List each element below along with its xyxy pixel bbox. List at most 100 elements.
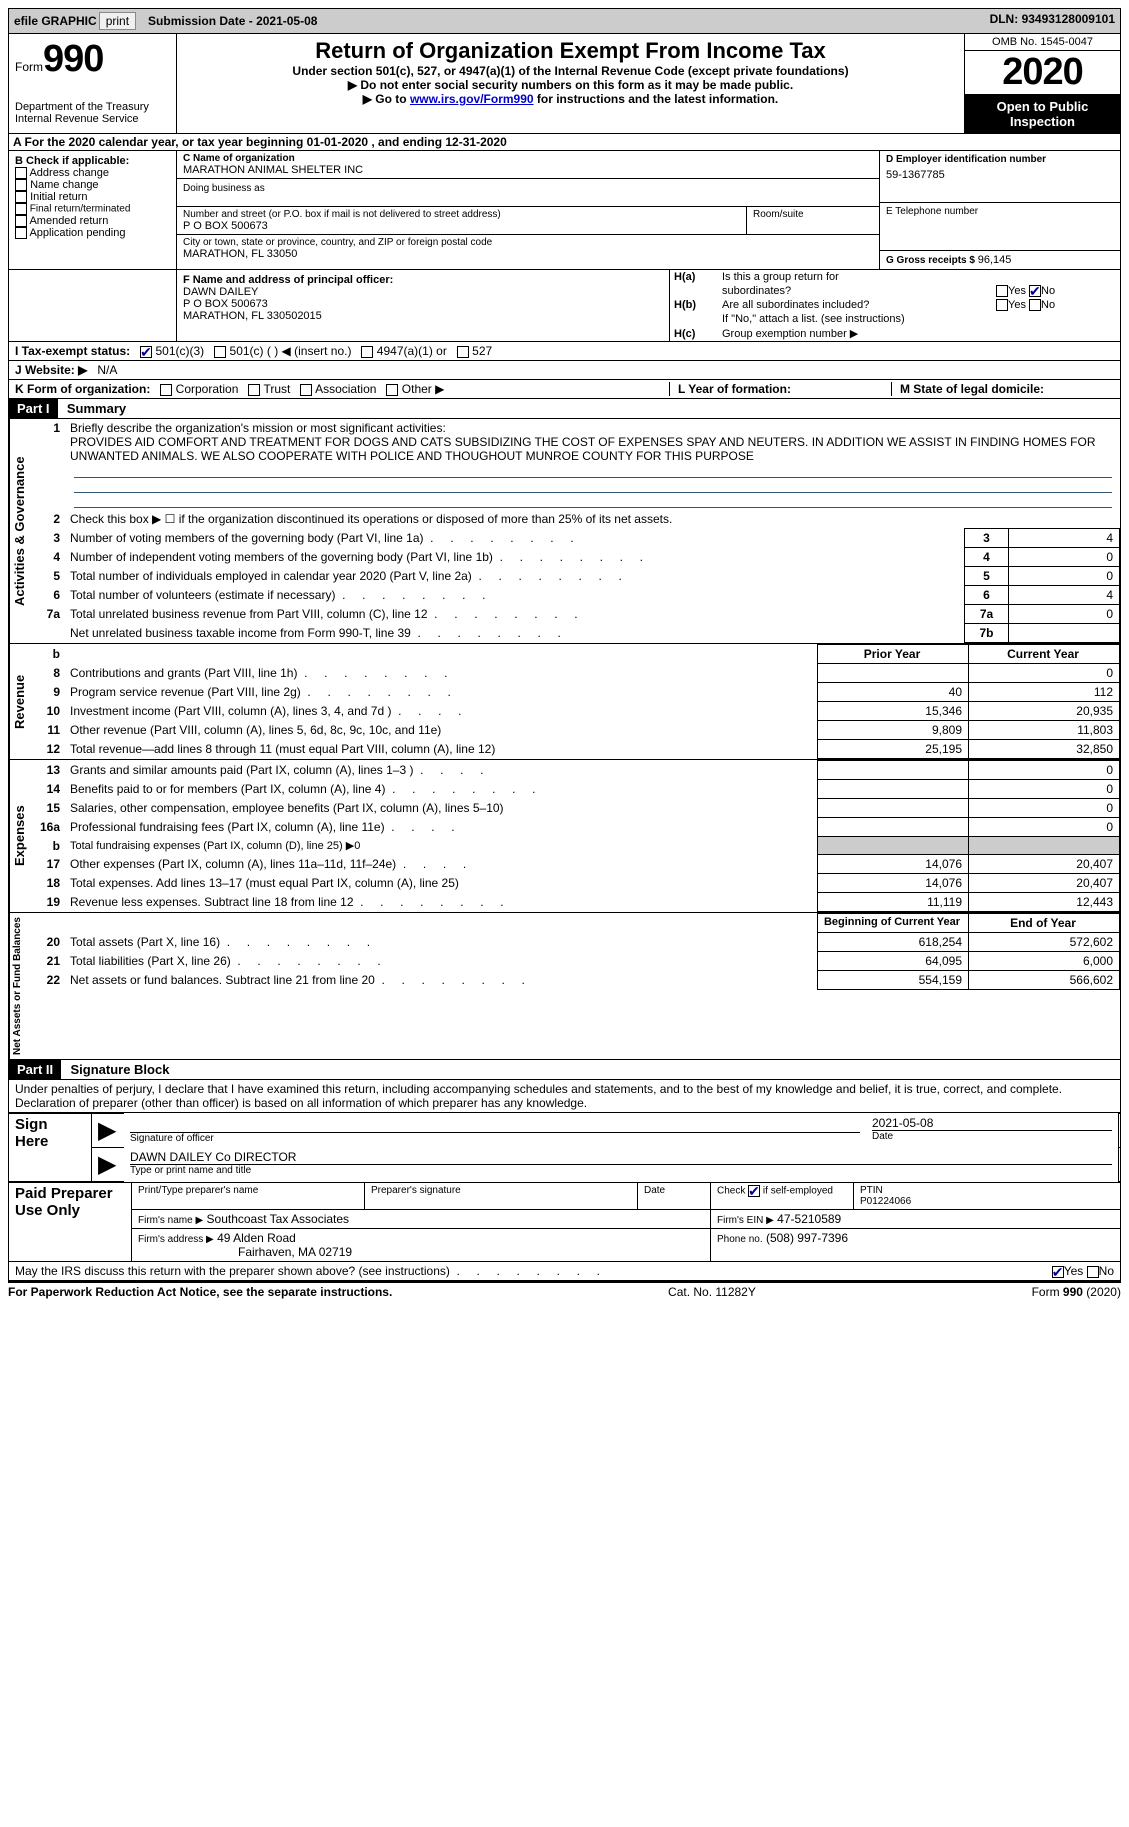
c8: 0 (969, 664, 1120, 683)
c19: 12,443 (969, 893, 1120, 912)
c17: 20,407 (969, 855, 1120, 874)
c21: 6,000 (969, 952, 1120, 971)
chk-501c[interactable] (214, 346, 226, 358)
part-i-tag: Part I (9, 399, 58, 418)
irs-link[interactable]: www.irs.gov/Form990 (410, 92, 534, 106)
footer: For Paperwork Reduction Act Notice, see … (8, 1281, 1121, 1299)
l18: Total expenses. Add lines 13–17 (must eq… (66, 874, 818, 893)
c12: 32,850 (969, 740, 1120, 759)
b-title: B Check if applicable: (15, 155, 170, 167)
sig-officer-label: Signature of officer (130, 1132, 860, 1144)
chk-name-change[interactable] (15, 179, 27, 191)
mission-text: PROVIDES AID COMFORT AND TREATMENT FOR D… (70, 435, 1096, 463)
chk-self-employed[interactable] (748, 1185, 760, 1197)
efile-label: efile GRAPHIC (14, 14, 97, 28)
p20: 618,254 (818, 933, 969, 952)
h-check: Check (717, 1186, 745, 1197)
declaration: Under penalties of perjury, I declare th… (8, 1080, 1121, 1113)
city-value: MARATHON, FL 33050 (183, 248, 873, 260)
d-label: D Employer identification number (886, 154, 1114, 165)
h-selfemp: if self-employed (763, 1186, 833, 1197)
addr-label: Number and street (or P.O. box if mail i… (183, 209, 740, 220)
chk-assoc[interactable] (300, 384, 312, 396)
chk-ha-yes[interactable] (996, 285, 1008, 297)
form-subtitle-1: Under section 501(c), 527, or 4947(a)(1)… (181, 64, 960, 78)
h-ptin: PTIN (860, 1185, 1114, 1196)
ha-no: No (1041, 285, 1055, 297)
v7b (1009, 624, 1120, 643)
side-netassets: Net Assets or Fund Balances (9, 913, 34, 1059)
tax-year: 2020 (965, 51, 1120, 95)
c22: 566,602 (969, 971, 1120, 990)
chk-hb-no[interactable] (1029, 299, 1041, 311)
chk-trust[interactable] (248, 384, 260, 396)
l13: Grants and similar amounts paid (Part IX… (66, 761, 818, 780)
c13: 0 (969, 761, 1120, 780)
l11: Other revenue (Part VIII, column (A), li… (66, 721, 818, 740)
chk-discuss-no[interactable] (1087, 1266, 1099, 1278)
sig-date-label: Date (872, 1130, 1112, 1142)
chk-final-return[interactable] (15, 203, 27, 215)
part-ii-title: Signature Block (70, 1062, 169, 1077)
chk-amended[interactable] (15, 215, 27, 227)
opt-501c: 501(c) ( ) ◀ (insert no.) (230, 344, 352, 358)
p10: 15,346 (818, 702, 969, 721)
c18: 20,407 (969, 874, 1120, 893)
hb-text: Are all subordinates included? (722, 299, 869, 311)
section-bcd: B Check if applicable: Address change Na… (8, 151, 1121, 270)
line4-label: Number of independent voting members of … (66, 548, 965, 567)
chk-discuss-yes[interactable] (1052, 1266, 1064, 1278)
l10: Investment income (Part VIII, column (A)… (66, 702, 818, 721)
print-button[interactable]: print (99, 12, 136, 30)
side-activities: Activities & Governance (9, 419, 34, 643)
chk-ha-no[interactable] (1029, 285, 1041, 297)
th-prior: Prior Year (818, 645, 969, 664)
type-name-label: Type or print name and title (130, 1164, 1112, 1176)
footer-form-a: Form (1032, 1285, 1063, 1299)
p13 (818, 761, 969, 780)
opt-527: 527 (472, 344, 492, 358)
opt-corp: Corporation (176, 382, 239, 396)
g-label: G Gross receipts $ (886, 255, 978, 266)
l12: Total revenue—add lines 8 through 11 (mu… (66, 740, 818, 759)
line6-label: Total number of volunteers (estimate if … (66, 586, 965, 605)
line3-label: Number of voting members of the governin… (66, 529, 965, 548)
chk-corp[interactable] (160, 384, 172, 396)
c20: 572,602 (969, 933, 1120, 952)
c16a: 0 (969, 818, 1120, 837)
l21: Total liabilities (Part X, line 26) (66, 952, 818, 971)
chk-501c3[interactable] (140, 346, 152, 358)
v3: 4 (1009, 529, 1120, 548)
v5: 0 (1009, 567, 1120, 586)
c11: 11,803 (969, 721, 1120, 740)
p19: 11,119 (818, 893, 969, 912)
chk-4947[interactable] (361, 346, 373, 358)
m-label: M State of legal domicile: (891, 382, 1044, 396)
opt-501c3: 501(c)(3) (156, 344, 205, 358)
firm-ein: 47-5210589 (777, 1212, 841, 1226)
chk-address-change[interactable] (15, 167, 27, 179)
ha2-text: subordinates? (722, 285, 791, 297)
firm-addr-label: Firm's address ▶ (138, 1234, 214, 1245)
chk-other[interactable] (386, 384, 398, 396)
line2-label: Check this box ▶ ☐ if the organization d… (66, 510, 1120, 529)
l9: Program service revenue (Part VIII, line… (66, 683, 818, 702)
p18: 14,076 (818, 874, 969, 893)
chk-527[interactable] (457, 346, 469, 358)
chk-initial-return[interactable] (15, 191, 27, 203)
hb-no: No (1041, 299, 1055, 311)
sig-date-value: 2021-05-08 (872, 1116, 1112, 1130)
th-end: End of Year (969, 914, 1120, 933)
k-label: K Form of organization: (15, 382, 150, 396)
l15: Salaries, other compensation, employee b… (66, 799, 818, 818)
hc-text: Group exemption number ▶ (718, 326, 1120, 341)
line1-label: Briefly describe the organization's miss… (70, 421, 446, 435)
p17: 14,076 (818, 855, 969, 874)
chk-app-pending[interactable] (15, 227, 27, 239)
phone-value: (508) 997-7396 (766, 1231, 848, 1245)
chk-hb-yes[interactable] (996, 299, 1008, 311)
dept-treasury: Department of the Treasury Internal Reve… (15, 101, 170, 125)
part-i-title: Summary (67, 401, 126, 416)
form-title: Return of Organization Exempt From Incom… (181, 38, 960, 64)
th-curr: Current Year (969, 645, 1120, 664)
